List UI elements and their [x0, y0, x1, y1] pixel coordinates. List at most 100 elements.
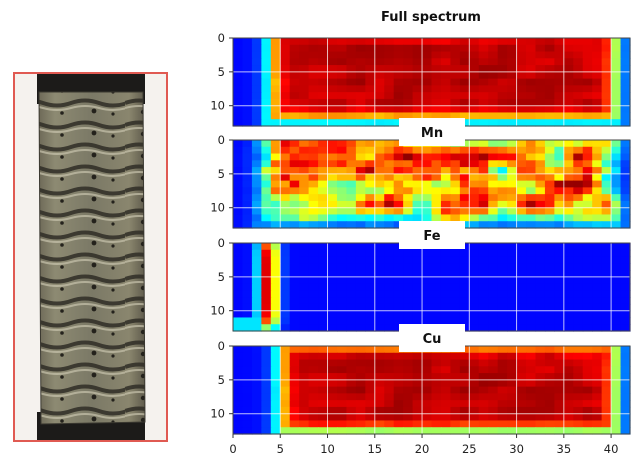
heatmap-cell — [289, 207, 300, 216]
heatmap-cell — [403, 51, 414, 59]
heatmap-cell — [318, 187, 329, 195]
heatmap-cell — [478, 180, 489, 188]
heatmap-cell — [242, 51, 253, 59]
heatmap-cell — [422, 290, 433, 298]
heatmap-cell — [535, 359, 546, 367]
heatmap-cell — [327, 317, 338, 325]
heatmap-cell — [299, 366, 310, 374]
heatmap-cell — [270, 290, 281, 298]
heatmap-cell — [336, 180, 348, 188]
heatmap-cell — [611, 310, 622, 319]
heatmap-cell — [563, 427, 574, 435]
heatmap-cell — [526, 379, 537, 388]
heatmap-cell — [280, 406, 291, 415]
x-tick-label: 25 — [462, 442, 477, 456]
heatmap-cell — [270, 283, 281, 291]
heatmap-cell — [280, 160, 291, 168]
heatmap-cell — [327, 180, 338, 188]
heatmap-cell — [308, 221, 319, 229]
heatmap-cell — [526, 173, 537, 182]
heatmap-cell — [384, 276, 395, 285]
heatmap-cell — [422, 200, 433, 209]
heatmap-cell — [299, 256, 310, 264]
heatmap-cell — [403, 420, 414, 428]
heatmap-cell — [620, 153, 631, 161]
heatmap-cell — [440, 263, 451, 271]
heatmap-cell — [384, 153, 395, 161]
heatmap-cell — [563, 78, 574, 86]
heatmap-cell — [507, 386, 518, 394]
heatmap-cell — [440, 366, 451, 374]
heatmap-cell — [365, 207, 376, 216]
heatmap-cell — [611, 249, 622, 258]
heatmap-cell — [535, 366, 546, 374]
heatmap-cell — [346, 214, 357, 222]
heatmap-cell — [582, 413, 593, 422]
heatmap-cell — [242, 146, 253, 155]
heatmap-cell — [280, 310, 291, 319]
heatmap-cell — [573, 400, 584, 408]
heatmap-cell — [478, 393, 489, 401]
heatmap-cell — [346, 256, 357, 264]
heatmap-cell — [554, 427, 565, 435]
heatmap-cell — [620, 167, 631, 175]
heatmap-cell — [374, 400, 385, 408]
heatmap-cell — [327, 105, 338, 114]
heatmap-cell — [507, 427, 518, 435]
heatmap-cell — [233, 406, 244, 415]
heatmap-cell — [592, 71, 603, 80]
heatmap-cell — [573, 386, 584, 394]
heatmap-cell — [261, 146, 272, 155]
heatmap-cell — [497, 38, 508, 46]
heatmap-cell — [403, 173, 414, 182]
heatmap-cell — [611, 256, 622, 264]
heatmap-cell — [554, 71, 565, 80]
heatmap-cell — [384, 140, 395, 148]
heatmap-cell — [270, 303, 281, 312]
heatmap-cell — [554, 379, 565, 388]
heatmap-cell — [280, 92, 291, 100]
heatmap-cell — [507, 78, 518, 86]
heatmap-cell — [592, 78, 603, 86]
heatmap-cell — [251, 58, 262, 66]
heatmap-cell — [299, 71, 310, 80]
heatmap-cell — [365, 38, 376, 46]
heatmap-cell — [507, 406, 518, 415]
heatmap-cell — [620, 200, 631, 209]
heatmap-cell — [355, 207, 366, 216]
heatmap-cell — [318, 153, 329, 161]
heatmap-cell — [459, 256, 470, 264]
heatmap-cell — [440, 51, 451, 59]
heatmap-cell — [450, 38, 461, 46]
heatmap-cell — [478, 38, 489, 46]
heatmap-cell — [563, 167, 574, 175]
heatmap-cell — [242, 167, 253, 175]
heatmap-cell — [289, 194, 300, 202]
heatmap-cell — [544, 140, 555, 148]
heatmap-cell — [280, 427, 291, 435]
heatmap-cell — [535, 317, 546, 325]
heatmap-cell — [289, 243, 300, 251]
heatmap-cell — [620, 214, 631, 222]
heatmap-cell — [516, 194, 527, 202]
heatmap-cell — [601, 324, 612, 332]
heatmap-cell — [459, 249, 470, 258]
heatmap-cell — [251, 194, 262, 202]
heatmap-cell — [422, 283, 433, 291]
heatmap-cell — [469, 44, 480, 53]
heatmap-cell — [601, 153, 612, 161]
heatmap-cell — [450, 427, 461, 435]
heatmap-cell — [535, 270, 546, 278]
heatmap-cell — [355, 243, 366, 251]
heatmap-cell — [478, 290, 489, 298]
heatmap-cell — [384, 366, 395, 374]
heatmap-cell — [573, 112, 584, 120]
heatmap-cell — [488, 153, 499, 161]
heatmap-cell — [355, 146, 366, 155]
heatmap-cell — [289, 173, 300, 182]
heatmap-cell — [251, 352, 262, 361]
heatmap-cell — [611, 51, 622, 59]
y-tick-label: 10 — [210, 304, 225, 318]
heatmap-cell — [478, 297, 489, 305]
heatmap-cell — [346, 153, 357, 161]
